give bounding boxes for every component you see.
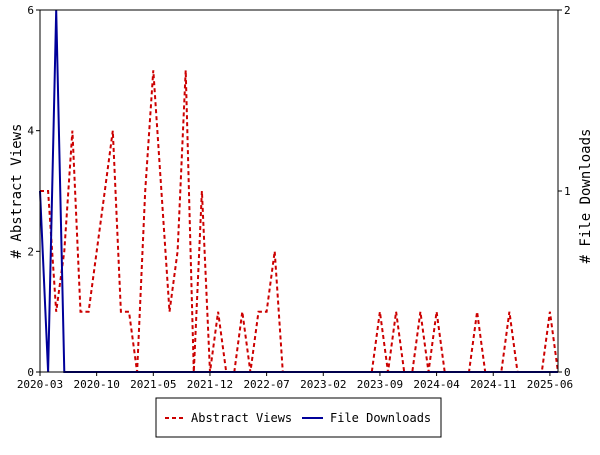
y-axis-title: # Abstract Views — [9, 124, 25, 259]
x-tick-label: 2023-02 — [300, 378, 346, 391]
x-tick-label: 2024-11 — [470, 378, 516, 391]
x-tick-label: 2022-07 — [243, 378, 289, 391]
legend-box — [155, 397, 442, 438]
y2-tick-label: 1 — [564, 185, 571, 198]
axes-layer: 0 2 4 6 0 1 2 2020-03 2020-10 2021-05 2021-12 2022-… — [17, 4, 573, 391]
x-tick-label: 2021-12 — [187, 378, 233, 391]
x-tick-label: 2023-09 — [357, 378, 403, 391]
y-tick-label: 2 — [27, 245, 34, 258]
x-tick-label: 2020-10 — [73, 378, 119, 391]
legend-label-abstract-views: Abstract Views — [191, 411, 292, 425]
legend: Abstract Views File Downloads — [155, 397, 442, 438]
legend-label-file-downloads: File Downloads — [330, 411, 431, 425]
y2-tick-label: 0 — [564, 366, 571, 379]
plot-layer — [39, 9, 559, 373]
y-tick-label: 6 — [27, 4, 34, 17]
x-tick-label: 2024-04 — [413, 378, 460, 391]
y2-tick-label: 2 — [564, 4, 571, 17]
y-tick-label: 0 — [27, 366, 34, 379]
x-tick-label: 2020-03 — [17, 378, 63, 391]
y-tick-label: 4 — [27, 125, 34, 138]
x-tick-label: 2021-05 — [130, 378, 176, 391]
series-line-file-downloads — [39, 9, 558, 373]
series-line-abstract-views — [40, 70, 559, 373]
plot-frame — [39, 9, 559, 373]
y2-axis-title: # File Downloads — [578, 129, 594, 264]
x-tick-label: 2025-06 — [527, 378, 573, 391]
